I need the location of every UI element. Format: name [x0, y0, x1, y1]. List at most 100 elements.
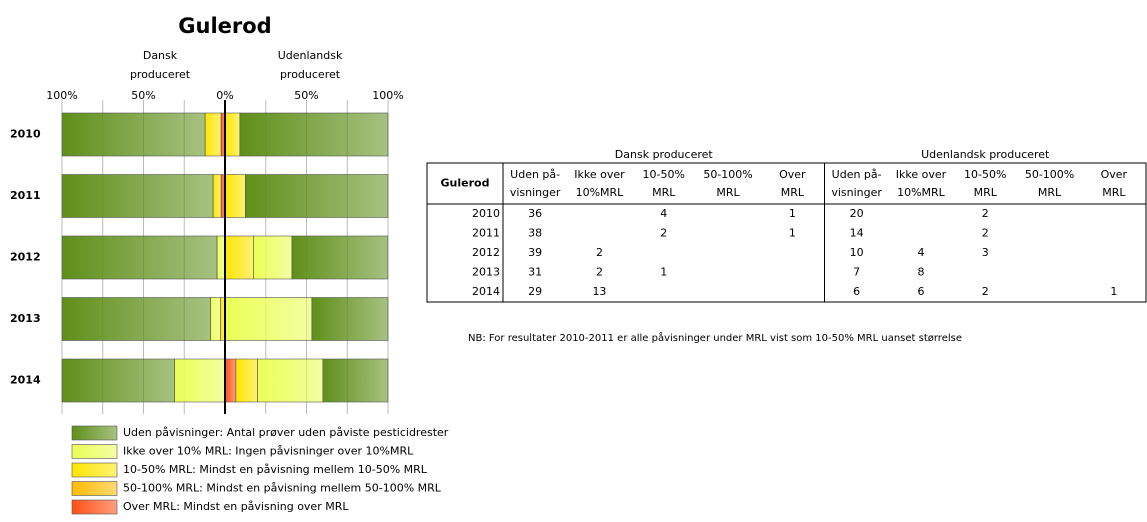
- table-cell: 20: [850, 207, 864, 220]
- column-header: visninger: [510, 186, 561, 199]
- column-header: MRL: [1038, 186, 1062, 199]
- x-tick-label: 50%: [131, 89, 155, 102]
- category-label: 2010: [10, 128, 41, 141]
- column-header: 50-100%: [1025, 168, 1074, 181]
- column-header: visninger: [831, 186, 882, 199]
- x-tick-label: 100%: [46, 89, 77, 102]
- bar-segment: [174, 358, 226, 403]
- bar-segment: [239, 112, 389, 157]
- legend-label: Ikke over 10% MRL: Ingen påvisninger ove…: [123, 445, 414, 458]
- table-group: Dansk produceret: [615, 148, 714, 161]
- x-tick-label: 100%: [372, 89, 403, 102]
- bar-segment: [291, 235, 389, 280]
- category-label: 2013: [10, 312, 41, 325]
- column-header: Ikke over: [896, 168, 947, 181]
- table-cell: 31: [528, 266, 542, 279]
- side-label: Udenlandsk produceret: [278, 49, 343, 81]
- bar-segment: [61, 235, 218, 280]
- bar-segment: [245, 174, 389, 218]
- x-tick-label: 0%: [216, 89, 233, 102]
- category-label: 2014: [10, 374, 41, 387]
- column-header: 10%MRL: [576, 186, 625, 199]
- column-header: MRL: [781, 186, 805, 199]
- table-cell: 2014: [472, 285, 500, 298]
- table-cell: 2: [982, 226, 989, 239]
- table-cell: 2010: [472, 207, 500, 220]
- column-header: 50-100%: [703, 168, 752, 181]
- table-cell: 3: [982, 246, 989, 259]
- bar-segment: [224, 358, 237, 403]
- bar-segment: [224, 174, 246, 218]
- column-header: Ikke over: [574, 168, 625, 181]
- bar-segment: [61, 358, 175, 403]
- table-cell: 7: [853, 266, 860, 279]
- legend-swatch: [71, 499, 118, 515]
- table-cell: 2013: [472, 266, 500, 279]
- legend-swatch: [71, 481, 118, 496]
- x-tick-label: 50%: [294, 89, 318, 102]
- bar-segment: [322, 358, 389, 403]
- table-cell: 38: [528, 226, 542, 239]
- column-header: Uden på-: [510, 168, 560, 181]
- column-header: Over: [779, 168, 806, 181]
- table-cell: 4: [917, 246, 924, 259]
- table-note: NB: For resultater 2010-2011 er alle påv…: [468, 331, 962, 344]
- bar-segment: [61, 174, 214, 218]
- table-cell: 1: [660, 266, 667, 279]
- bar-segment: [253, 235, 293, 280]
- legend-label: Over MRL: Mindst en påvisning over MRL: [123, 500, 349, 513]
- bar-segment: [61, 112, 206, 157]
- legend-label: 50-100% MRL: Mindst en påvisning mellem …: [123, 482, 442, 495]
- table-cell: 36: [528, 207, 542, 220]
- legend-swatch: [71, 462, 118, 478]
- column-header: MRL: [1102, 186, 1126, 199]
- side-label: Dansk produceret: [130, 49, 191, 81]
- bar-segment: [224, 235, 254, 280]
- legend-swatch: [71, 425, 118, 441]
- bar-segment: [235, 358, 258, 403]
- column-header: 10-50%: [964, 168, 1006, 181]
- bar-segment: [61, 297, 211, 341]
- table-cell: 2: [596, 246, 603, 259]
- table-cell: 4: [660, 207, 667, 220]
- table-cell: 39: [528, 246, 542, 259]
- table-cell: 2: [660, 226, 667, 239]
- column-header: 10-50%: [643, 168, 685, 181]
- table-title: Gulerod: [441, 177, 490, 190]
- table-cell: 2: [596, 266, 603, 279]
- bar-segment: [257, 358, 324, 403]
- table-border: [426, 162, 1147, 303]
- table-cell: 1: [789, 226, 796, 239]
- table-cell: 8: [917, 266, 924, 279]
- column-header: MRL: [974, 186, 998, 199]
- category-label: 2012: [10, 251, 41, 264]
- column-header: Uden på-: [832, 168, 882, 181]
- table-cell: 2012: [472, 246, 500, 259]
- bar-segment: [224, 297, 313, 341]
- legend-label: 10-50% MRL: Mindst en påvisning mellem 1…: [123, 463, 428, 476]
- column-header: 10%MRL: [897, 186, 946, 199]
- category-label: 2011: [10, 189, 41, 202]
- table-cell: 29: [528, 285, 542, 298]
- bar-segment: [204, 112, 222, 157]
- table-cell: 10: [850, 246, 864, 259]
- table-cell: 2: [982, 207, 989, 220]
- table-cell: 1: [1110, 285, 1117, 298]
- table-cell: 1: [789, 207, 796, 220]
- bar-segment: [311, 297, 389, 341]
- table-group: Udenlandsk produceret: [921, 148, 1050, 161]
- legend-label: Uden påvisninger: Antal prøver uden påvi…: [123, 426, 449, 439]
- table-cell: 2011: [472, 226, 500, 239]
- column-header: MRL: [652, 186, 676, 199]
- bar-segment: [212, 174, 222, 218]
- bar-segment: [216, 235, 226, 280]
- column-header: Over: [1101, 168, 1128, 181]
- bar-segment: [224, 112, 241, 157]
- column-header: MRL: [716, 186, 740, 199]
- table-cell: 13: [592, 285, 606, 298]
- legend-swatch: [71, 444, 118, 459]
- chart-title: Gulerod: [178, 14, 271, 38]
- table-cell: 2: [982, 285, 989, 298]
- table-cell: 6: [853, 285, 860, 298]
